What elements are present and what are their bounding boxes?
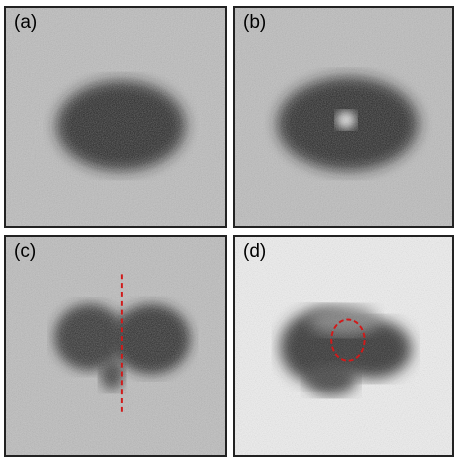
panel-b-image	[235, 8, 452, 226]
panel-c-image	[6, 237, 225, 455]
panel-label-a: (a)	[14, 12, 38, 33]
panel-label-c: (c)	[14, 241, 37, 262]
panel-d: (d)	[233, 235, 454, 457]
panel-c: (c)	[4, 235, 227, 457]
panel-a-image	[6, 8, 225, 226]
panel-b: (b)	[233, 6, 454, 228]
panel-d-image	[235, 237, 452, 455]
dashed-circle-annotation	[330, 318, 366, 362]
panel-label-b: (b)	[243, 12, 267, 33]
panel-label-d: (d)	[243, 241, 267, 262]
panel-a: (a)	[4, 6, 227, 228]
